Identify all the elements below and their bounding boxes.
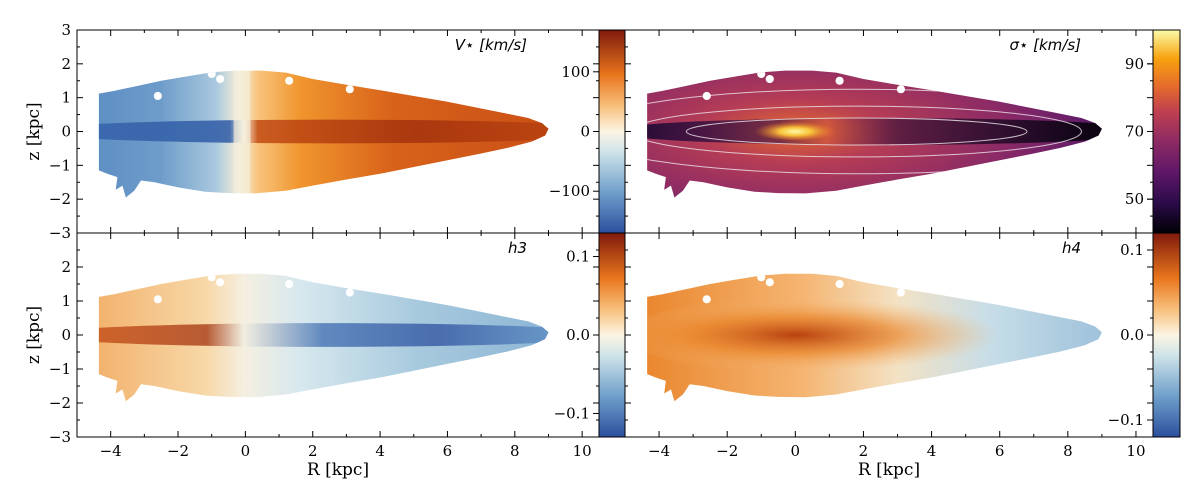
- x-tick-label: 10: [1126, 442, 1145, 460]
- y-axis-label: z [kpc]: [24, 102, 44, 160]
- colorbar-tick-label: 0: [580, 123, 590, 141]
- x-tick-label: −2: [167, 442, 189, 460]
- colorbar-tick-label: −0.1: [554, 404, 590, 422]
- panel-bottom-right: −4 −2 0 2 4 6 8 10 R [kpc] h4 −0.1 0.0 0.1: [624, 232, 1181, 480]
- y-tick-label: −3: [49, 428, 71, 446]
- midplane-band: [98, 119, 549, 144]
- y-tick-label: −1: [49, 360, 71, 378]
- y-tick-label: −3: [49, 224, 71, 242]
- y-tick-label: 1: [61, 89, 71, 107]
- cold-midplane: [647, 117, 1102, 146]
- panel-top-right: σ⋆ [km/s] 50 70 90: [624, 29, 1181, 234]
- y-tick-label: −2: [49, 190, 71, 208]
- masked-star: [207, 273, 216, 282]
- x-tick-label: 4: [927, 442, 937, 460]
- masked-star: [896, 288, 906, 297]
- isophote-contour: [647, 88, 1102, 175]
- dispersion-peak: [751, 119, 840, 140]
- colorbar: [598, 232, 626, 438]
- x-tick-label: 8: [510, 442, 520, 460]
- y-axis-label: z [kpc]: [24, 306, 44, 364]
- panel-top-left: −3 −2 −1 0 1 2 3 z [kpc] V⋆ [km/s] −100 0 100: [24, 21, 626, 242]
- panel-bottom-left: −3 −2 −1 0 1 2 −4 −2 0 2 4 6 8 10 z [kpc] R [kpc] h3 −0.1…: [24, 232, 626, 480]
- colorbar-tick-label: 100: [561, 63, 590, 81]
- x-tick-label: 6: [443, 442, 453, 460]
- colorbar-tick-label: 50: [1125, 190, 1144, 208]
- colorbar-tick-label: 90: [1125, 55, 1144, 73]
- x-tick-label: 2: [859, 442, 869, 460]
- x-tick-label: −4: [648, 442, 670, 460]
- masked-star: [345, 288, 354, 297]
- panel-title: σ⋆ [km/s]: [1009, 36, 1081, 54]
- y-tick-label: 1: [61, 292, 71, 310]
- masked-star: [207, 70, 216, 79]
- y-tick-label: −1: [49, 156, 71, 174]
- x-tick-label: 0: [241, 442, 251, 460]
- masked-star: [153, 295, 162, 304]
- masked-star: [835, 279, 844, 289]
- central-excess: [647, 294, 1034, 376]
- masked-star: [757, 273, 766, 282]
- data-map: [98, 273, 549, 402]
- masked-star: [345, 85, 354, 94]
- masked-star: [285, 279, 294, 289]
- masked-star: [216, 74, 225, 84]
- x-tick-label: 2: [308, 442, 318, 460]
- x-axis-label: R [kpc]: [307, 460, 369, 480]
- masked-star: [757, 70, 766, 79]
- colorbar-tick-label: 0.1: [1120, 241, 1144, 259]
- masked-star: [702, 91, 711, 101]
- x-axis-label: R [kpc]: [858, 460, 920, 480]
- masked-star: [702, 295, 711, 304]
- x-tick-label: 6: [995, 442, 1005, 460]
- x-tick-label: 4: [375, 442, 385, 460]
- isophote-contour: [685, 117, 1028, 146]
- masked-star: [765, 278, 774, 287]
- masked-star: [896, 85, 906, 94]
- y-tick-label: 0: [61, 123, 71, 141]
- colorbar: [1152, 29, 1181, 234]
- y-tick-label: 0: [61, 326, 71, 344]
- y-tick-label: 3: [61, 21, 71, 39]
- colorbar-tick-label: 0.1: [566, 248, 590, 266]
- masked-star: [765, 74, 774, 84]
- x-tick-label: −2: [716, 442, 738, 460]
- colorbar-tick-label: 0.0: [566, 326, 590, 344]
- x-tick-label: 10: [573, 442, 592, 460]
- masked-star: [835, 76, 844, 85]
- x-tick-label: 8: [1063, 442, 1073, 460]
- x-tick-label: 0: [791, 442, 801, 460]
- panel-title: h3: [508, 239, 527, 257]
- x-tick-label: −4: [100, 442, 122, 460]
- y-tick-label: 2: [61, 258, 71, 276]
- midplane-band: [98, 323, 549, 347]
- masked-star: [153, 91, 162, 101]
- colorbar-tick-label: 70: [1125, 123, 1144, 141]
- colorbar-tick-label: 0.0: [1120, 326, 1144, 344]
- colorbar: [598, 29, 626, 234]
- panel-title: h4: [1062, 239, 1081, 257]
- colorbar: [1152, 232, 1181, 438]
- panel-title: V⋆ [km/s]: [455, 36, 527, 54]
- data-map: [647, 70, 1102, 198]
- masked-star: [216, 278, 225, 287]
- zero-velocity-strip: [233, 70, 251, 198]
- masked-star: [285, 76, 294, 85]
- isophote-contour: [647, 105, 1082, 158]
- y-tick-label: 2: [61, 55, 71, 73]
- colorbar-tick-label: −100: [549, 182, 590, 200]
- y-tick-label: −2: [49, 394, 71, 412]
- data-map: [647, 273, 1102, 402]
- data-map: [98, 70, 549, 198]
- colorbar-tick-label: −0.1: [1108, 411, 1144, 429]
